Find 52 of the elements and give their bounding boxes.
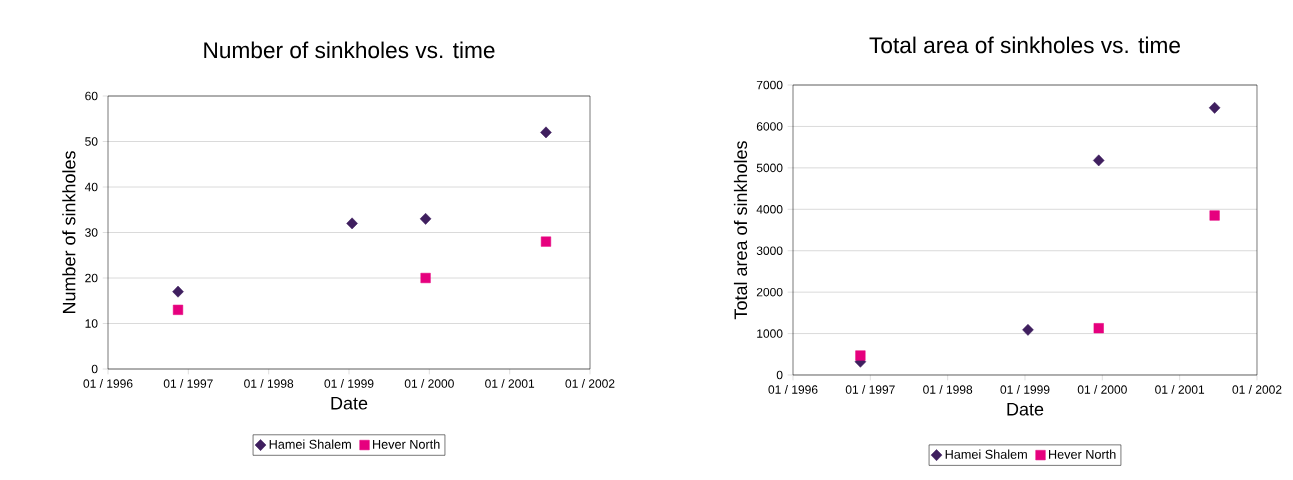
y-tick-label: 0 xyxy=(91,364,98,374)
chart-title: Total area of sinkholes vs. time xyxy=(869,36,1180,54)
y-tick-label: 5000 xyxy=(756,163,783,173)
y-tick-label: 7000 xyxy=(756,80,783,90)
x-tick-label: 01 / 2001 xyxy=(485,379,535,388)
point xyxy=(346,217,358,230)
x-tick-label: 01 / 1997 xyxy=(163,379,213,388)
point xyxy=(420,272,431,284)
y-tick-label: 6000 xyxy=(756,122,783,131)
y-tick-label: 3000 xyxy=(756,246,783,255)
y-tick-label: 10 xyxy=(85,319,98,328)
point xyxy=(172,285,184,298)
legend-label: Hamei Shalem xyxy=(269,439,351,449)
y-tick-label: 30 xyxy=(85,228,98,237)
x-tick-label: 01 / 2001 xyxy=(1155,385,1205,394)
point xyxy=(419,212,432,225)
x-tick-label: 01 / 1998 xyxy=(244,379,294,388)
legend-label: Hever North xyxy=(373,439,440,449)
point xyxy=(540,126,552,139)
y-tick-label: 2000 xyxy=(756,287,783,297)
point xyxy=(855,350,866,361)
point xyxy=(1209,210,1220,221)
legend-label: Hever North xyxy=(1049,449,1116,459)
y-tick-label: 0 xyxy=(776,370,783,380)
point xyxy=(1022,323,1034,336)
point xyxy=(1208,101,1221,114)
y-tick-label: 1000 xyxy=(757,329,783,338)
y-tick-label: 50 xyxy=(85,137,98,146)
x-tick-label: 01 / 1999 xyxy=(324,379,374,388)
y-axis-title: Number of sinkholes xyxy=(62,151,76,314)
point xyxy=(1093,323,1104,334)
x-tick-label: 01 / 1996 xyxy=(768,385,818,394)
point xyxy=(540,236,552,247)
x-tick-label: 01 / 1997 xyxy=(845,385,895,394)
x-tick-label: 01 / 2000 xyxy=(404,379,454,388)
y-tick-label: 4000 xyxy=(756,205,783,214)
y-tick-label: 60 xyxy=(85,91,98,101)
x-axis-title: Date xyxy=(1007,403,1044,416)
x-tick-label: 01 / 1999 xyxy=(1000,385,1050,394)
chart-title: Number of sinkholes vs. time xyxy=(204,41,495,59)
point xyxy=(1093,154,1105,167)
x-tick-label: 01 / 2002 xyxy=(1232,385,1282,394)
x-axis-title: Date xyxy=(331,397,368,410)
y-tick-label: 20 xyxy=(85,273,98,283)
x-tick-label: 01 / 1996 xyxy=(83,379,133,388)
y-axis-title: Total area of sinkholes xyxy=(733,141,748,320)
x-tick-label: 01 / 2002 xyxy=(565,379,615,388)
y-tick-label: 40 xyxy=(84,182,98,192)
legend-label: Hamei Shalem xyxy=(945,449,1027,459)
x-tick-label: 01 / 2000 xyxy=(1077,385,1127,394)
point xyxy=(172,304,184,315)
x-tick-label: 01 / 1998 xyxy=(923,385,973,394)
